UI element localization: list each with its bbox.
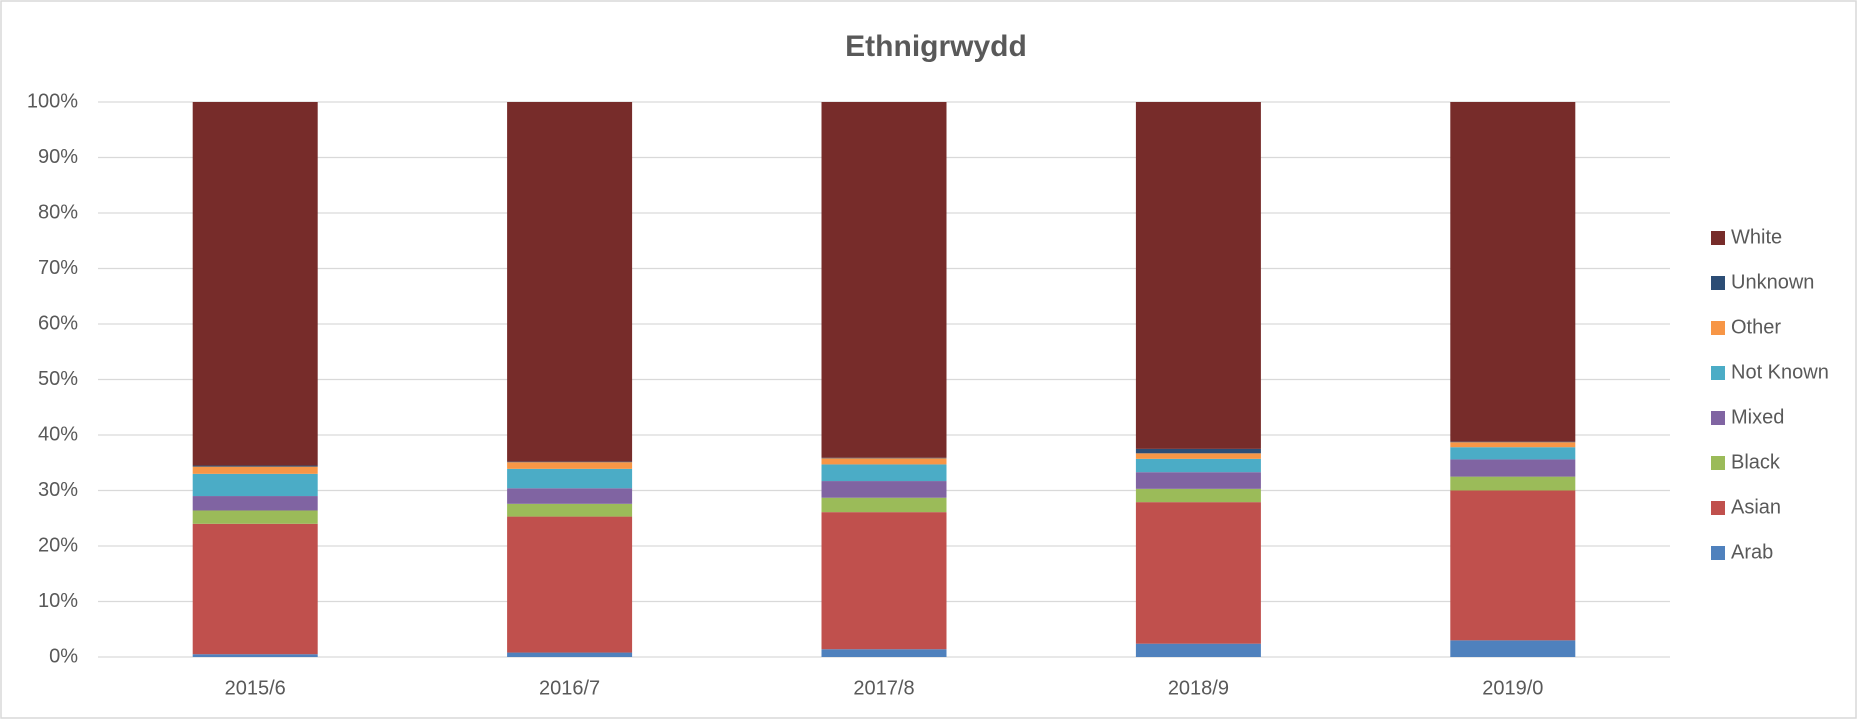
- bar-segment: [192, 473, 318, 497]
- bar-segment: [821, 497, 947, 513]
- bar-segment: [1450, 447, 1576, 460]
- legend-swatch: [1711, 276, 1725, 290]
- y-tick-label: 50%: [38, 368, 78, 390]
- y-tick-label: 90%: [38, 146, 78, 168]
- bar-segment: [1450, 102, 1576, 442]
- bar-segment: [1450, 442, 1576, 448]
- bar-segment: [1135, 448, 1261, 454]
- y-tick-label: 40%: [38, 423, 78, 445]
- bar-segment: [1135, 502, 1261, 644]
- legend-swatch: [1711, 411, 1725, 425]
- legend-label: White: [1731, 226, 1782, 248]
- bar-segment: [1450, 441, 1576, 443]
- legend-label: Asian: [1731, 496, 1781, 518]
- legend-label: Unknown: [1731, 271, 1814, 293]
- bar-segment: [821, 649, 947, 657]
- bar-segment: [507, 488, 633, 504]
- bar-segment: [507, 468, 633, 489]
- y-tick-label: 10%: [38, 590, 78, 612]
- bar-segment: [507, 652, 633, 657]
- bar-segment: [192, 102, 318, 466]
- bar-segment: [192, 496, 318, 511]
- bar-segment: [1450, 459, 1576, 477]
- bar-segment: [821, 458, 947, 465]
- y-tick-label: 100%: [27, 90, 78, 112]
- legend-swatch: [1711, 366, 1725, 380]
- y-tick-label: 60%: [38, 312, 78, 334]
- legend-swatch: [1711, 546, 1725, 560]
- y-tick-label: 30%: [38, 479, 78, 501]
- bar-segment: [192, 466, 318, 474]
- bar-segment: [1135, 102, 1261, 449]
- legend-label: Arab: [1731, 541, 1773, 563]
- x-tick-label: 2017/8: [853, 677, 914, 699]
- bar-segment: [507, 462, 633, 469]
- x-tick-label: 2015/6: [225, 677, 286, 699]
- bar-segment: [1135, 453, 1261, 459]
- bar-segment: [192, 465, 318, 467]
- bar-segment: [507, 461, 633, 463]
- legend-swatch: [1711, 321, 1725, 335]
- bar-segment: [1450, 640, 1576, 657]
- bar-segment: [192, 654, 318, 657]
- legend-label: Other: [1731, 316, 1781, 338]
- bar-segment: [821, 481, 947, 498]
- x-tick-label: 2019/0: [1482, 677, 1543, 699]
- bar-segment: [1135, 458, 1261, 473]
- bar-segment: [1135, 472, 1261, 489]
- x-tick-label: 2018/9: [1168, 677, 1229, 699]
- legend-label: Not Known: [1731, 361, 1829, 383]
- bar-segment: [821, 512, 947, 650]
- x-tick-label: 2016/7: [539, 677, 600, 699]
- bar-segment: [1135, 488, 1261, 503]
- legend-swatch: [1711, 231, 1725, 245]
- bar-segment: [192, 510, 318, 524]
- y-tick-label: 20%: [38, 534, 78, 556]
- bar-segment: [821, 102, 947, 458]
- y-tick-label: 80%: [38, 201, 78, 223]
- legend-label: Black: [1731, 451, 1781, 473]
- y-tick-label: 70%: [38, 257, 78, 279]
- legend-swatch: [1711, 456, 1725, 470]
- bar-segment: [192, 523, 318, 655]
- bar-segment: [1135, 643, 1261, 657]
- bar-segment: [1450, 476, 1576, 491]
- bar-segment: [821, 464, 947, 482]
- bar-segment: [507, 516, 633, 653]
- bar-segment: [507, 503, 633, 517]
- bar-segment: [821, 457, 947, 459]
- y-tick-label: 0%: [49, 645, 78, 667]
- legend-label: Mixed: [1731, 406, 1784, 428]
- legend-swatch: [1711, 501, 1725, 515]
- chart-title: Ethnigrwydd: [845, 30, 1027, 63]
- bar-segment: [507, 102, 633, 462]
- bar-segment: [1450, 490, 1576, 641]
